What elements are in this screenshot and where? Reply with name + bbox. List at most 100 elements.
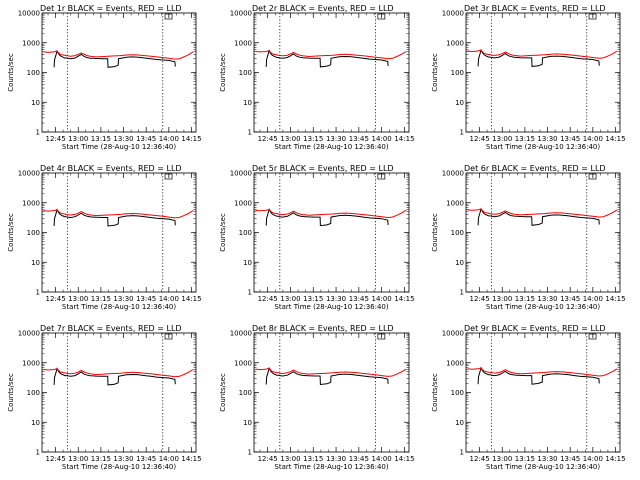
x-tick-label: 14:00 [372,295,392,303]
x-axis-label: Start Time (28-Aug-10 12:36:40) [486,303,600,311]
x-axis-label: Start Time (28-Aug-10 12:36:40) [274,143,388,151]
x-tick-label: 13:00 [68,455,88,463]
y-axis-label: Counts/sec [219,213,227,252]
events-series-line [477,48,600,67]
panel-title: Det 4r BLACK = Events, RED = LLD [40,164,182,173]
lld-series-line [255,208,407,219]
x-tick-label: 13:45 [136,135,156,143]
lld-series-line [467,367,618,377]
events-series-line [265,49,389,68]
x-tick-label: 13:30 [113,295,133,303]
x-tick-label: 14:00 [372,455,392,463]
lld-series-line [43,368,194,378]
panel-9: Det 9r BLACK = Events, RED = LLD 1 10 100 10… [431,324,626,471]
x-tick-label: 13:00 [68,295,88,303]
events-series-line [477,207,600,226]
y-tick-label: 1 [248,289,252,297]
events-series-line [53,367,176,386]
x-tick-label: 14:00 [583,295,603,303]
plot-frame [253,12,410,133]
top-marker-box [377,333,386,340]
panel-title: Det 8r BLACK = Events, RED = LLD [252,324,394,333]
panel-5: Det 5r BLACK = Events, RED = LLD 1 10 100 10… [219,164,415,311]
y-tick-label: 100 [27,69,40,77]
y-tick-label: 10 [31,99,40,107]
panel-6: Det 6r BLACK = Events, RED = LLD 1 10 100 10… [431,164,626,311]
y-tick-label: 10000 [230,170,252,178]
y-tick-label: 10000 [18,330,40,338]
y-tick-label: 1000 [22,359,40,367]
top-marker-box [377,13,386,20]
y-tick-label: 1000 [22,39,40,47]
y-tick-label: 10 [243,419,252,427]
plot-frame [465,12,621,133]
y-tick-label: 1000 [22,199,40,207]
y-tick-label: 10 [31,259,40,267]
x-tick-label: 13:15 [515,455,535,463]
x-axis-label: Start Time (28-Aug-10 12:36:40) [62,143,176,151]
x-axis-label: Start Time (28-Aug-10 12:36:40) [486,463,600,471]
y-tick-label: 1 [460,129,464,137]
lld-series-line [43,50,194,60]
x-tick-label: 12:45 [469,135,489,143]
x-tick-label: 14:00 [583,455,603,463]
x-tick-label: 14:15 [605,135,625,143]
x-tick-label: 13:00 [492,295,512,303]
y-axis-label: Counts/sec [219,53,227,92]
y-axis-label: Counts/sec [431,53,439,92]
panel-7: Det 7r BLACK = Events, RED = LLD 1 10 100 10… [7,324,202,471]
events-series-line [265,366,389,386]
x-tick-label: 13:45 [560,455,580,463]
panel-title: Det 2r BLACK = Events, RED = LLD [252,4,394,13]
x-tick-label: 14:15 [394,295,414,303]
x-tick-label: 14:00 [159,455,179,463]
y-axis-label: Counts/sec [7,373,15,412]
x-tick-label: 13:30 [537,295,557,303]
plot-frame [465,172,621,293]
x-tick-label: 13:00 [492,135,512,143]
x-tick-label: 14:15 [181,135,201,143]
plot-frame [41,332,197,453]
y-tick-label: 1 [36,129,40,137]
x-tick-label: 12:45 [258,135,278,143]
y-tick-label: 10 [243,259,252,267]
y-tick-label: 1000 [234,199,252,207]
lld-series-line [255,367,407,377]
plot-frame [253,332,410,453]
x-tick-label: 14:00 [583,135,603,143]
panel-3: Det 3r BLACK = Events, RED = LLD 1 10 100 10… [431,4,626,151]
x-tick-label: 13:45 [349,295,369,303]
plot-frame [465,332,621,453]
x-axis-label: Start Time (28-Aug-10 12:36:40) [274,303,388,311]
x-tick-label: 13:30 [326,135,346,143]
x-tick-label: 12:45 [469,455,489,463]
y-tick-label: 10000 [442,170,464,178]
top-marker-box [164,173,173,180]
y-tick-label: 100 [239,69,252,77]
x-axis-label: Start Time (28-Aug-10 12:36:40) [62,463,176,471]
y-tick-label: 1000 [234,359,252,367]
x-tick-label: 13:30 [537,455,557,463]
x-tick-label: 13:00 [280,455,300,463]
panel-8: Det 8r BLACK = Events, RED = LLD 1 10 100 10… [219,324,415,471]
events-series-line [53,49,176,68]
x-tick-label: 14:00 [159,295,179,303]
y-tick-label: 1 [36,289,40,297]
x-tick-label: 13:30 [113,135,133,143]
x-tick-label: 14:15 [394,135,414,143]
panel-title: Det 7r BLACK = Events, RED = LLD [40,324,182,333]
x-tick-label: 14:00 [159,135,179,143]
plot-frame [41,172,197,293]
x-tick-label: 13:15 [91,455,111,463]
x-axis-label: Start Time (28-Aug-10 12:36:40) [62,303,176,311]
events-series-line [265,208,389,227]
y-axis-label: Counts/sec [7,53,15,92]
x-tick-label: 14:00 [372,135,392,143]
y-tick-label: 100 [239,229,252,237]
y-tick-label: 10 [31,419,40,427]
x-tick-label: 12:45 [45,135,65,143]
lld-series-line [467,208,618,218]
lld-series-line [467,49,618,59]
top-marker-box [588,13,597,20]
y-axis-label: Counts/sec [431,373,439,412]
